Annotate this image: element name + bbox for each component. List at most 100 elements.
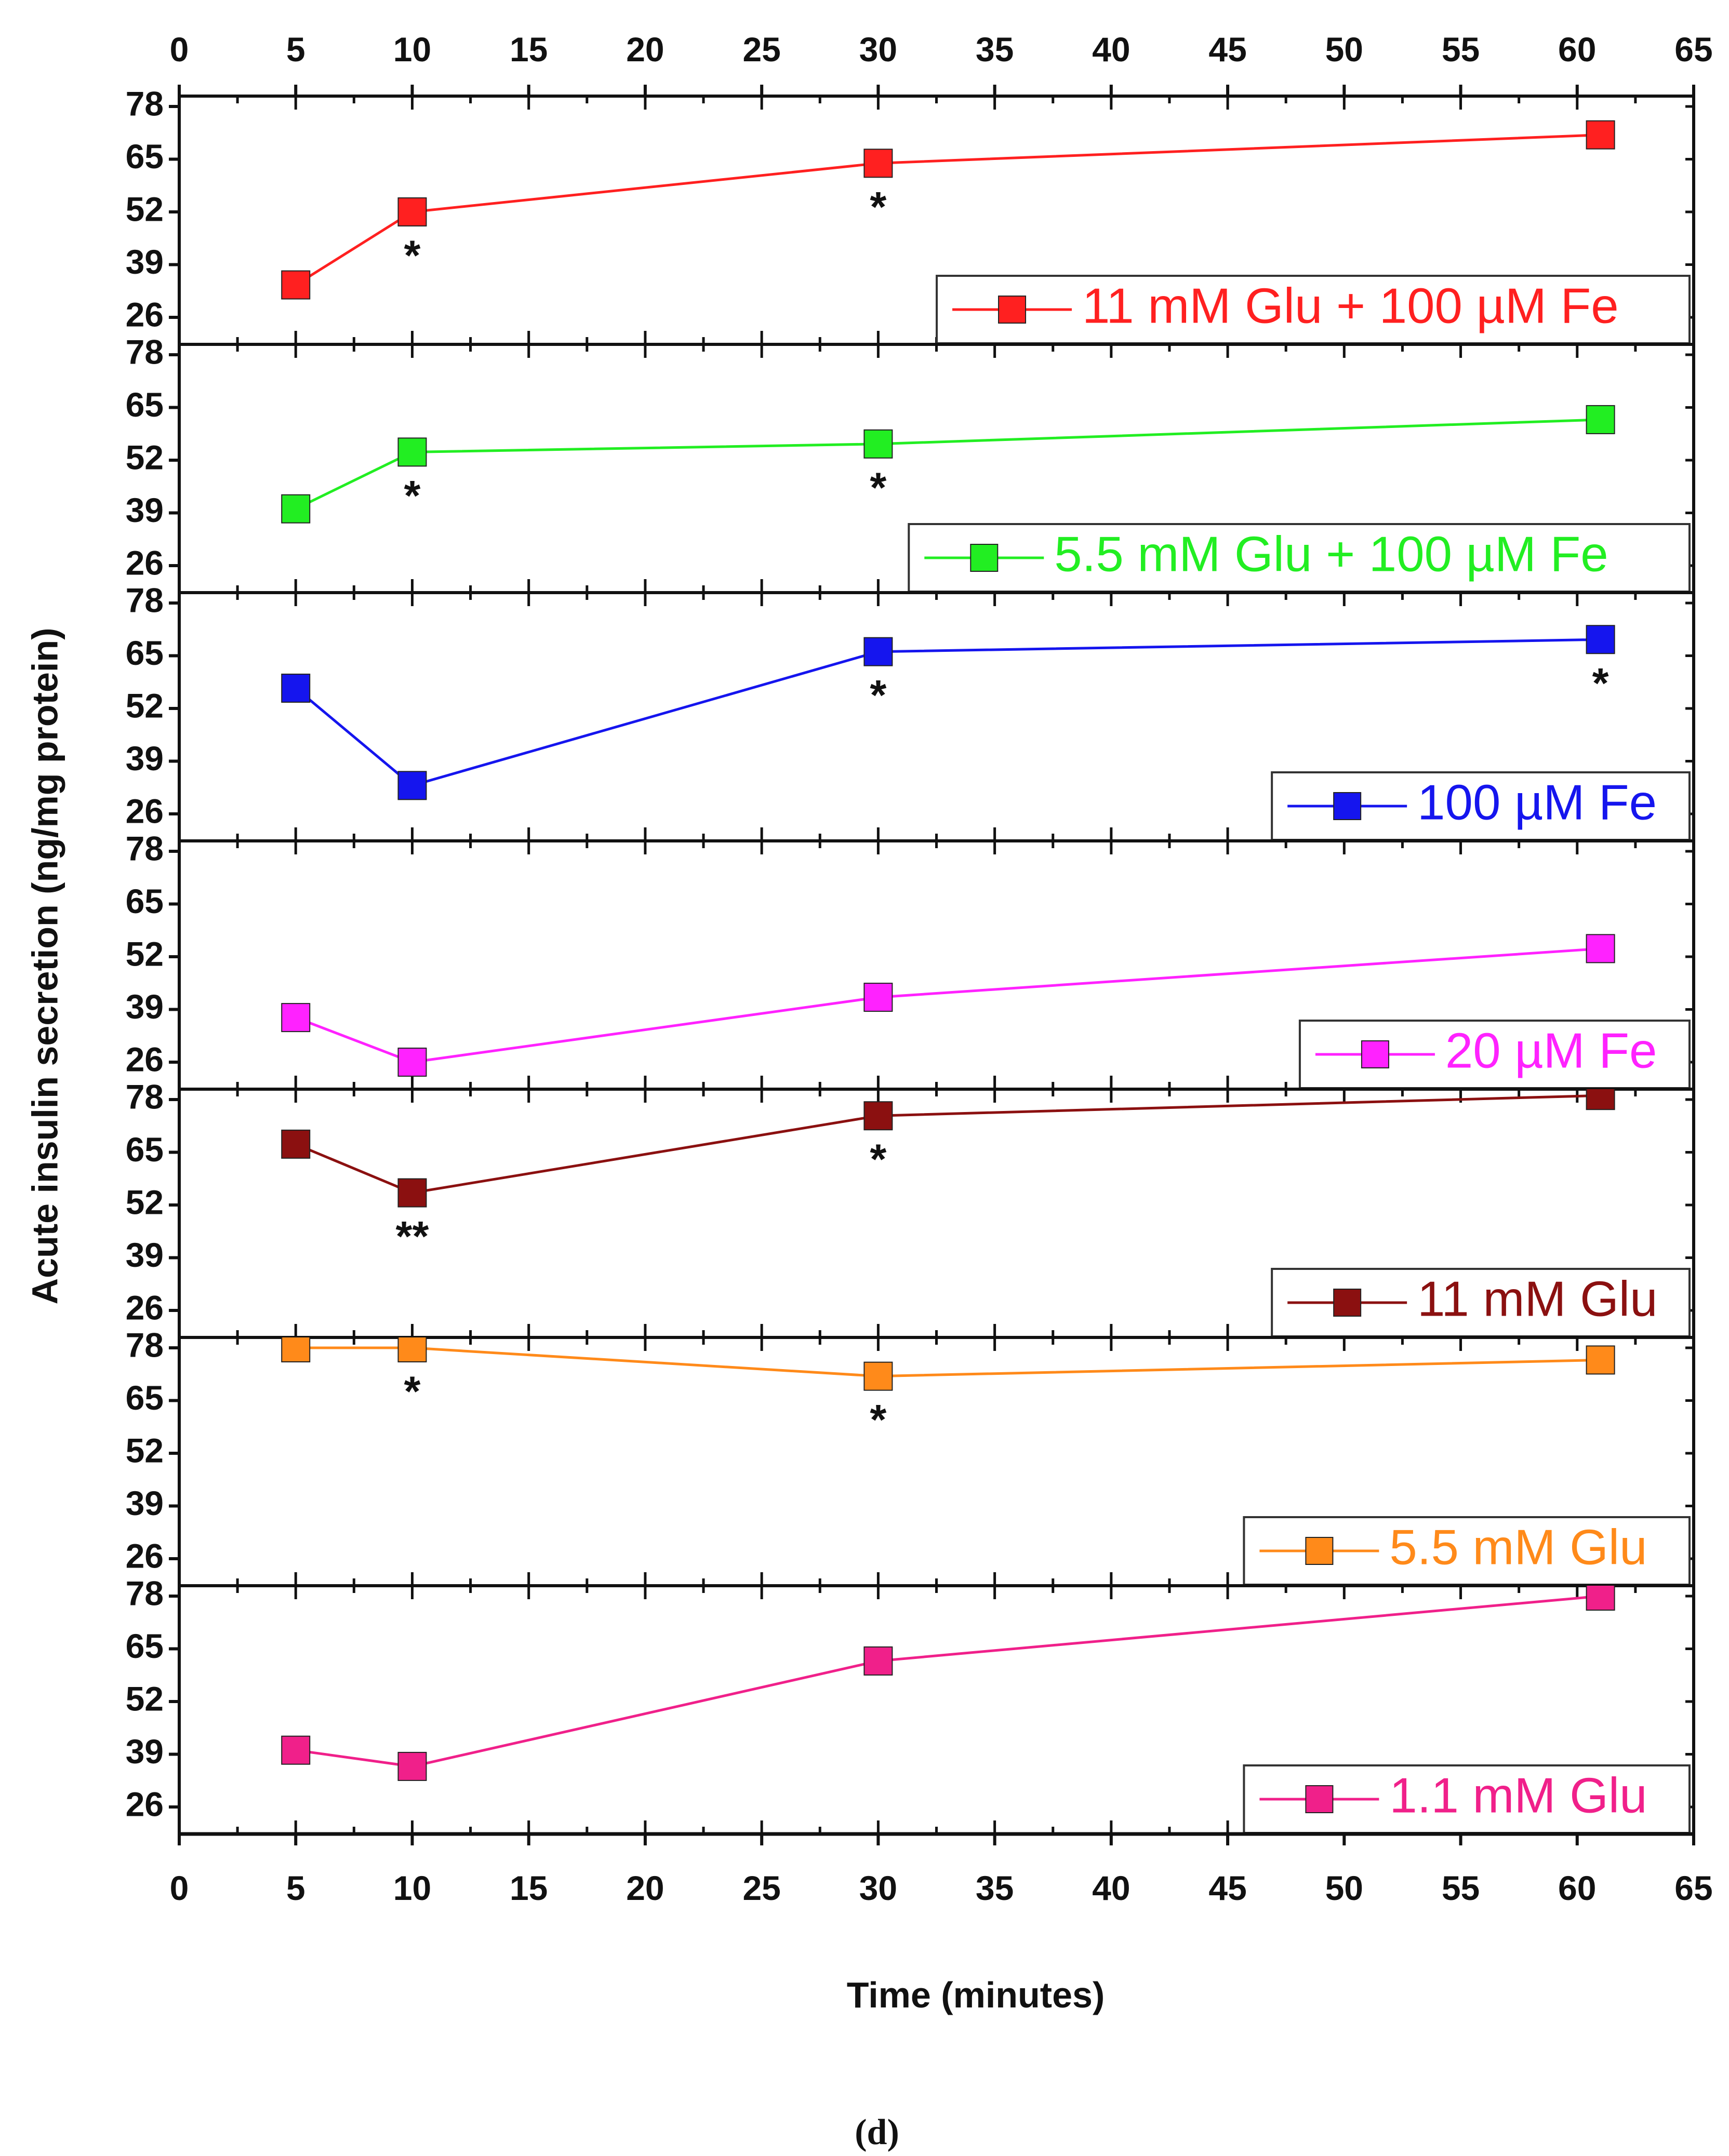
series-11-mm-glu-100-m-fe bbox=[281, 120, 1615, 300]
top-x-tick-label: 25 bbox=[742, 30, 780, 69]
y-tick-label: 26 bbox=[126, 1288, 164, 1327]
series-1-1-mm-glu bbox=[281, 1586, 1615, 1781]
series-line bbox=[295, 638, 1601, 787]
series-5-5-mm-glu-100-m-fe bbox=[281, 405, 1615, 524]
y-tick-label: 52 bbox=[126, 934, 164, 973]
significance-marker: * bbox=[870, 1397, 886, 1444]
significance-marker: * bbox=[404, 1368, 421, 1415]
y-tick-label: 39 bbox=[126, 739, 164, 778]
legend-20-m-fe: 20 µM Fe bbox=[1298, 1020, 1691, 1089]
y-tick-label: 78 bbox=[126, 581, 164, 619]
panel-100-m-fe: 26 39 52 65 78 * * 100 µM Fe bbox=[126, 581, 1695, 842]
panel-5-5-mm-glu: 26 39 52 65 78 * * 5.5 mM Glu bbox=[126, 1325, 1695, 1587]
y-tick-label: 39 bbox=[126, 1732, 164, 1771]
legend-11-mm-glu: 11 mM Glu bbox=[1271, 1268, 1691, 1337]
legend-sample-marker bbox=[1361, 1040, 1389, 1068]
data-point bbox=[397, 197, 427, 226]
top-x-axis: 0 5 10 15 20 25 30 35 40 45 50 55 60 65 bbox=[170, 30, 1713, 96]
top-x-tick-label: 10 bbox=[393, 30, 431, 69]
top-x-tick-label: 55 bbox=[1442, 30, 1480, 69]
bottom-x-tick-label: 35 bbox=[976, 1869, 1014, 1907]
top-x-tick-label: 40 bbox=[1092, 30, 1130, 69]
legend-1-1-mm-glu: 1.1 mM Glu bbox=[1243, 1764, 1691, 1834]
y-tick-label: 26 bbox=[126, 295, 164, 333]
y-tick-label: 78 bbox=[126, 332, 164, 371]
legend-label: 5.5 mM Glu + 100 µM Fe bbox=[1054, 526, 1608, 582]
y-tick-label: 78 bbox=[126, 84, 164, 123]
bottom-x-tick-label: 45 bbox=[1208, 1869, 1246, 1907]
legend-sample-marker bbox=[998, 296, 1027, 324]
legend-sample-marker bbox=[1305, 1785, 1334, 1813]
bottom-x-tick-label: 65 bbox=[1674, 1869, 1712, 1907]
bottom-x-tick-label: 0 bbox=[170, 1869, 189, 1907]
significance-marker: * bbox=[870, 1136, 886, 1183]
y-tick-label: 65 bbox=[126, 385, 164, 424]
data-point bbox=[397, 771, 427, 800]
y-tick-label: 52 bbox=[126, 1183, 164, 1221]
significance-marker: * bbox=[870, 672, 886, 719]
y-tick-label: 26 bbox=[126, 1785, 164, 1823]
data-point bbox=[863, 1101, 893, 1131]
data-point bbox=[1586, 405, 1615, 434]
legend-sample-marker bbox=[1305, 1537, 1334, 1565]
y-tick-label: 52 bbox=[126, 190, 164, 228]
y-tick-label: 65 bbox=[126, 882, 164, 920]
top-x-tick-label: 30 bbox=[859, 30, 897, 69]
y-tick-label: 78 bbox=[126, 1077, 164, 1116]
top-x-tick-label: 0 bbox=[170, 30, 189, 69]
data-point bbox=[1586, 1345, 1615, 1375]
y-tick-label: 39 bbox=[126, 243, 164, 281]
series-11-mm-glu bbox=[281, 1089, 1615, 1208]
y-tick-label: 26 bbox=[126, 1536, 164, 1575]
y-tick-label: 65 bbox=[126, 1627, 164, 1665]
legend-5-5-mm-glu: 5.5 mM Glu bbox=[1243, 1516, 1691, 1586]
y-tick-label: 52 bbox=[126, 1679, 164, 1718]
significance-marker: * bbox=[404, 472, 421, 519]
panels: 26 39 52 65 78 * * 11 mM Glu + 100 µM Fe 26 39 52 6… bbox=[126, 84, 1695, 1836]
y-tick-label: 52 bbox=[126, 1431, 164, 1469]
data-point bbox=[863, 637, 893, 666]
data-point bbox=[281, 1003, 311, 1033]
legend-label: 11 mM Glu + 100 µM Fe bbox=[1082, 278, 1619, 333]
series-line bbox=[296, 1346, 1601, 1378]
data-point bbox=[281, 1337, 311, 1362]
top-x-tick-label: 15 bbox=[510, 30, 548, 69]
series-20-m-fe bbox=[281, 934, 1615, 1077]
series-line bbox=[295, 418, 1601, 510]
y-tick-label: 52 bbox=[126, 438, 164, 476]
data-point bbox=[863, 983, 893, 1012]
panel-label: (d) bbox=[855, 2112, 899, 2152]
legend-label: 11 mM Glu bbox=[1417, 1271, 1657, 1327]
data-point bbox=[1586, 120, 1615, 150]
legend-100-m-fe: 100 µM Fe bbox=[1271, 771, 1691, 841]
series-100-m-fe bbox=[281, 625, 1615, 800]
y-tick-label: 26 bbox=[126, 792, 164, 830]
bottom-x-axis: 0 5 10 15 20 25 30 35 40 45 50 55 60 65 bbox=[170, 1832, 1713, 1907]
data-point bbox=[863, 1646, 893, 1676]
data-point bbox=[863, 1361, 893, 1391]
legend-5-5-mm-glu-100-m-fe: 5.5 mM Glu + 100 µM Fe bbox=[908, 523, 1691, 593]
bottom-x-tick-label: 5 bbox=[286, 1869, 305, 1907]
bottom-x-tick-label: 30 bbox=[859, 1869, 897, 1907]
data-point bbox=[397, 1048, 427, 1077]
top-x-tick-label: 50 bbox=[1325, 30, 1363, 69]
significance-marker: * bbox=[404, 232, 421, 279]
data-point bbox=[397, 1178, 427, 1208]
y-tick-label: 65 bbox=[126, 137, 164, 176]
y-tick-label: 78 bbox=[126, 1574, 164, 1612]
top-x-tick-label: 60 bbox=[1558, 30, 1596, 69]
data-point bbox=[863, 149, 893, 178]
bottom-x-tick-label: 55 bbox=[1442, 1869, 1480, 1907]
legend-sample-marker bbox=[970, 544, 999, 572]
significance-marker: * bbox=[870, 183, 886, 231]
significance-marker: * bbox=[1592, 660, 1609, 707]
x-axis-title: Time (minutes) bbox=[847, 1975, 1105, 2015]
data-point bbox=[281, 494, 311, 524]
data-point bbox=[397, 437, 427, 467]
y-tick-label: 39 bbox=[126, 987, 164, 1026]
y-tick-label: 78 bbox=[126, 1325, 164, 1364]
data-point bbox=[281, 673, 311, 703]
legend-11-mm-glu-100-m-fe: 11 mM Glu + 100 µM Fe bbox=[936, 275, 1691, 344]
